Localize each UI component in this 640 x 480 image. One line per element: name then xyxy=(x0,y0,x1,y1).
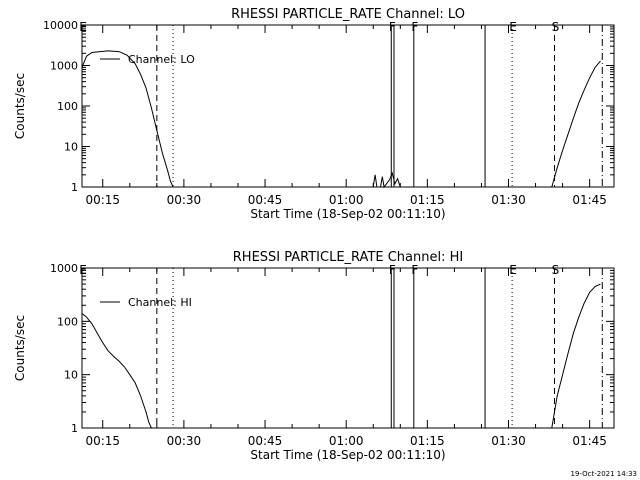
x-tick-label-lo: 00:15 xyxy=(85,193,120,207)
x-tick-label-hi: 01:00 xyxy=(329,434,364,448)
y-tick-label-hi: 1 xyxy=(71,422,78,435)
x-tick-label-hi: 00:45 xyxy=(248,434,283,448)
event-marker-label-lo: E xyxy=(509,20,517,34)
y-tick-label-hi: 10 xyxy=(64,369,78,382)
y-tick-label-lo: 100 xyxy=(57,100,78,113)
event-marker-label-lo: E xyxy=(79,20,87,34)
y-tick-label-lo: 10 xyxy=(64,141,78,154)
x-tick-label-hi: 01:30 xyxy=(491,434,526,448)
y-tick-label-hi: 1000 xyxy=(50,262,78,275)
event-marker-label-hi: F xyxy=(411,263,418,277)
x-tick-label-lo: 00:30 xyxy=(167,193,202,207)
x-tick-label-lo: 01:45 xyxy=(572,193,607,207)
x-axis-label-hi: Start Time (18-Sep-02 00:11:10) xyxy=(250,448,445,462)
event-marker-label-hi: E xyxy=(509,263,517,277)
y-axis-label-hi: Counts/sec xyxy=(13,315,27,381)
x-tick-label-hi: 01:45 xyxy=(572,434,607,448)
event-marker-label-hi: F xyxy=(389,263,396,277)
x-tick-label-lo: 01:15 xyxy=(410,193,445,207)
event-marker-label-hi: E xyxy=(79,263,87,277)
chart-title-lo: RHESSI PARTICLE_RATE Channel: LO xyxy=(231,7,465,22)
x-tick-label-lo: 01:30 xyxy=(491,193,526,207)
y-tick-label-lo: 1000 xyxy=(50,60,78,73)
x-tick-label-lo: 01:00 xyxy=(329,193,364,207)
series-line-hi xyxy=(81,283,601,429)
event-marker-label-lo: F xyxy=(411,20,418,34)
event-marker-label-lo: F xyxy=(389,20,396,34)
x-tick-label-lo: 00:45 xyxy=(248,193,283,207)
x-tick-label-hi: 00:30 xyxy=(167,434,202,448)
chart-title-hi: RHESSI PARTICLE_RATE Channel: HI xyxy=(233,250,463,265)
legend-label-lo: Channel: LO xyxy=(128,53,195,66)
y-tick-label-lo: 10000 xyxy=(43,19,78,32)
series-line-lo xyxy=(81,50,601,189)
event-marker-label-lo: S xyxy=(552,20,560,34)
y-tick-label-hi: 100 xyxy=(57,315,78,328)
y-axis-label-lo: Counts/sec xyxy=(13,73,27,139)
generated-timestamp: 19-Oct-2021 14:33 xyxy=(571,470,637,478)
x-tick-label-hi: 00:15 xyxy=(85,434,120,448)
x-axis-label-lo: Start Time (18-Sep-02 00:11:10) xyxy=(250,207,445,221)
event-marker-label-hi: S xyxy=(552,263,560,277)
legend-label-hi: Channel: HI xyxy=(128,296,192,309)
y-tick-label-lo: 1 xyxy=(71,181,78,194)
x-tick-label-hi: 01:15 xyxy=(410,434,445,448)
